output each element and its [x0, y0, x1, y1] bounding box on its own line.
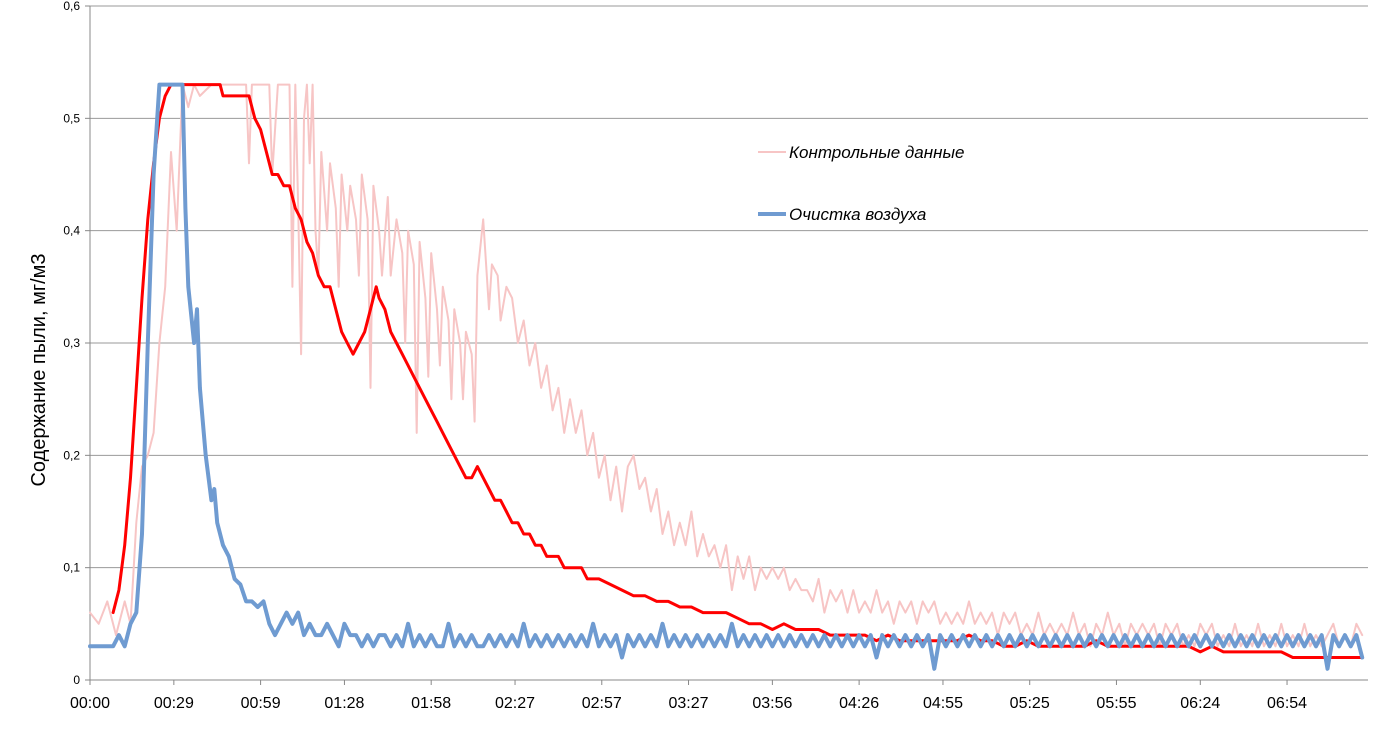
axes [85, 5, 1368, 685]
series-line-3 [88, 82, 1365, 671]
legend: Контрольные данные Очистка воздуха [758, 143, 964, 224]
y-tick-label: 0,3 [63, 336, 80, 350]
x-tick-label: 05:25 [1010, 695, 1050, 712]
x-tick-label: 03:27 [668, 695, 708, 712]
y-tick-labels: 0 0,1 0,2 0,3 0,4 0,5 0,6 [63, 0, 80, 687]
series-line-1 [89, 83, 1364, 648]
x-tick-label: 06:54 [1267, 695, 1307, 712]
x-tick-label: 05:55 [1096, 695, 1136, 712]
x-tick-label: 00:00 [70, 695, 110, 712]
x-tick-labels: 00:00 00:29 00:59 01:28 01:58 02:27 02:57 03:27… [70, 695, 1307, 712]
legend-label: Очистка воздуха [789, 205, 926, 224]
x-tick-label: 04:55 [923, 695, 963, 712]
x-tick-label: 06:24 [1180, 695, 1220, 712]
y-tick-label: 0,1 [63, 561, 80, 575]
x-tick-label: 04:26 [839, 695, 879, 712]
x-tick-label: 01:28 [324, 695, 364, 712]
y-tick-label: 0 [73, 673, 80, 687]
y-tick-label: 0,5 [63, 111, 80, 125]
x-tick-label: 00:59 [241, 695, 281, 712]
x-tick-label: 02:27 [495, 695, 535, 712]
x-tick-label: 01:58 [411, 695, 451, 712]
x-tick-label: 02:57 [582, 695, 622, 712]
x-tick-label: 03:56 [752, 695, 792, 712]
y-tick-label: 0,2 [63, 448, 80, 462]
y-tick-label: 0,6 [63, 0, 80, 13]
series-line-2 [111, 83, 1364, 659]
y-axis-label: Содержание пыли, мг/м3 [28, 253, 50, 486]
y-tick-label: 0,4 [63, 224, 80, 238]
gridlines [90, 5, 1368, 569]
x-tick-label: 00:29 [154, 695, 194, 712]
series-lines [88, 82, 1365, 671]
legend-label: Контрольные данные [789, 143, 964, 162]
